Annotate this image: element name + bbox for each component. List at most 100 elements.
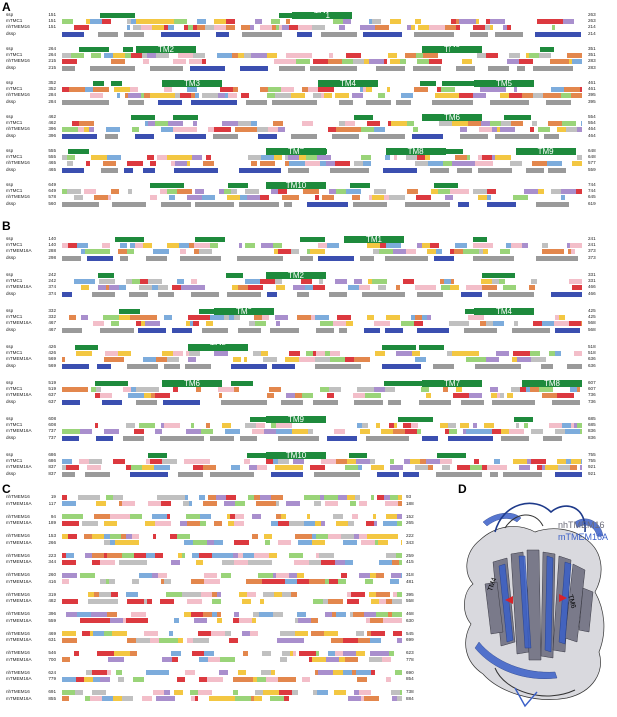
dssp-segment <box>461 399 485 405</box>
dssp-segment <box>62 363 90 369</box>
dssp-segment <box>209 471 254 477</box>
sequence-strip <box>62 553 402 558</box>
row-end-number: 343 <box>406 539 414 545</box>
row-start-number: 215 <box>48 64 56 70</box>
row-label: nhTMEM16 <box>6 24 30 30</box>
row-label: nhTMEM16 <box>6 494 30 499</box>
dssp-segment <box>418 399 451 405</box>
sequence-strip <box>62 592 402 597</box>
row-label: dssp <box>6 200 16 206</box>
row-label: dssp <box>6 434 16 440</box>
dssp-segment <box>279 65 306 71</box>
row-end-number: 690 <box>406 669 414 675</box>
row-start-number: 189 <box>48 520 56 525</box>
row-label: ssp <box>6 148 14 153</box>
sequence-strip <box>62 458 582 464</box>
row-start-number: 153 <box>48 533 56 538</box>
row-start-number: 519 <box>48 386 56 392</box>
dssp-segment <box>130 471 168 477</box>
ssp-helix-segment <box>428 149 456 154</box>
row-start-number: 779 <box>48 676 56 681</box>
ssp-helix-segment <box>418 345 445 350</box>
sequence-strip <box>62 92 582 98</box>
dssp-segment <box>195 201 235 207</box>
row-end-number: 259 <box>406 552 414 558</box>
row-start-number: 465 <box>48 166 56 172</box>
dssp-segment <box>329 291 347 297</box>
dssp-segment <box>363 327 380 333</box>
row-label: nhTMEM16 <box>6 126 30 132</box>
row-end-number: 265 <box>406 520 414 525</box>
row-label: mTMEM16A <box>6 598 32 603</box>
row-end-number: 373 <box>588 254 596 260</box>
sequence-strip <box>62 618 402 623</box>
dssp-segment <box>384 327 404 333</box>
row-label: mTMEM16A <box>6 284 32 290</box>
ssp-helix-segment <box>437 453 467 458</box>
row-label: ssp <box>6 452 14 457</box>
dssp-segment <box>210 435 235 441</box>
ssp-helix-segment <box>539 47 554 52</box>
row-start-number: 700 <box>48 656 56 662</box>
dssp-segment <box>540 363 554 369</box>
row-end-number: 836 <box>588 428 596 434</box>
ssp-helix-segment <box>246 453 267 458</box>
dssp-segment <box>135 133 155 139</box>
dssp-segment <box>189 65 226 71</box>
ssp-helix-segment <box>119 309 141 314</box>
sequence-strip <box>62 520 402 526</box>
row-end-number: 577 <box>588 160 596 166</box>
ssp-helix-segment <box>78 47 110 52</box>
ssp-helix-segment <box>381 345 417 350</box>
dssp-segment <box>384 255 428 261</box>
row-start-number: 332 <box>48 308 56 313</box>
dssp-segment <box>457 167 472 173</box>
dssp-segment <box>158 291 174 297</box>
dssp-segment <box>173 167 218 173</box>
row-label: ssp <box>6 308 14 313</box>
row-start-number: 352 <box>48 80 56 85</box>
row-label: mTMEM16A <box>6 695 32 701</box>
row-label: mTMC1 <box>6 278 23 284</box>
row-label: nhTMEM16 <box>6 513 30 519</box>
row-label: mTMC1 <box>6 314 23 320</box>
sequence-strip <box>62 637 402 643</box>
row-start-number: 284 <box>48 98 56 104</box>
row-start-number: 569 <box>48 356 56 362</box>
row-start-number: 686 <box>48 452 56 457</box>
row-label: nhTMEM16 <box>6 533 30 538</box>
row-end-number: 568 <box>588 326 596 332</box>
ssp-helix-segment <box>130 115 156 120</box>
dssp-segment <box>238 201 279 207</box>
row-end-number: 836 <box>588 434 596 440</box>
row-start-number: 396 <box>48 126 56 132</box>
dssp-segment <box>105 133 118 139</box>
ssp-helix-segment <box>249 417 270 422</box>
row-end-number: 395 <box>588 92 596 98</box>
dssp-segment <box>544 133 560 139</box>
row-label: mTMEM16A <box>6 578 32 584</box>
dssp-segment <box>143 167 156 173</box>
row-label: nhTMEM16 <box>6 194 30 200</box>
row-end-number: 636 <box>588 362 596 368</box>
dssp-segment <box>146 255 168 261</box>
dssp-segment <box>89 65 135 71</box>
ssp-helix-segment <box>173 115 199 120</box>
dssp-segment <box>119 255 128 261</box>
dssp-segment <box>124 31 144 37</box>
dssp-segment <box>62 435 80 441</box>
dssp-segment <box>271 363 296 369</box>
dssp-segment <box>124 167 134 173</box>
row-label: ssp <box>6 80 14 85</box>
dssp-segment <box>331 133 359 139</box>
row-start-number: 555 <box>48 154 56 160</box>
row-end-number: 778 <box>406 656 414 662</box>
row-start-number: 151 <box>48 12 56 17</box>
sequence-strip <box>62 24 582 30</box>
sequence-strip <box>62 631 402 636</box>
row-label: nhTMEM16 <box>6 630 30 636</box>
sequence-strip <box>62 533 402 539</box>
row-end-number: 685 <box>588 422 596 428</box>
dssp-segment <box>368 133 405 139</box>
dssp-segment <box>296 31 312 37</box>
